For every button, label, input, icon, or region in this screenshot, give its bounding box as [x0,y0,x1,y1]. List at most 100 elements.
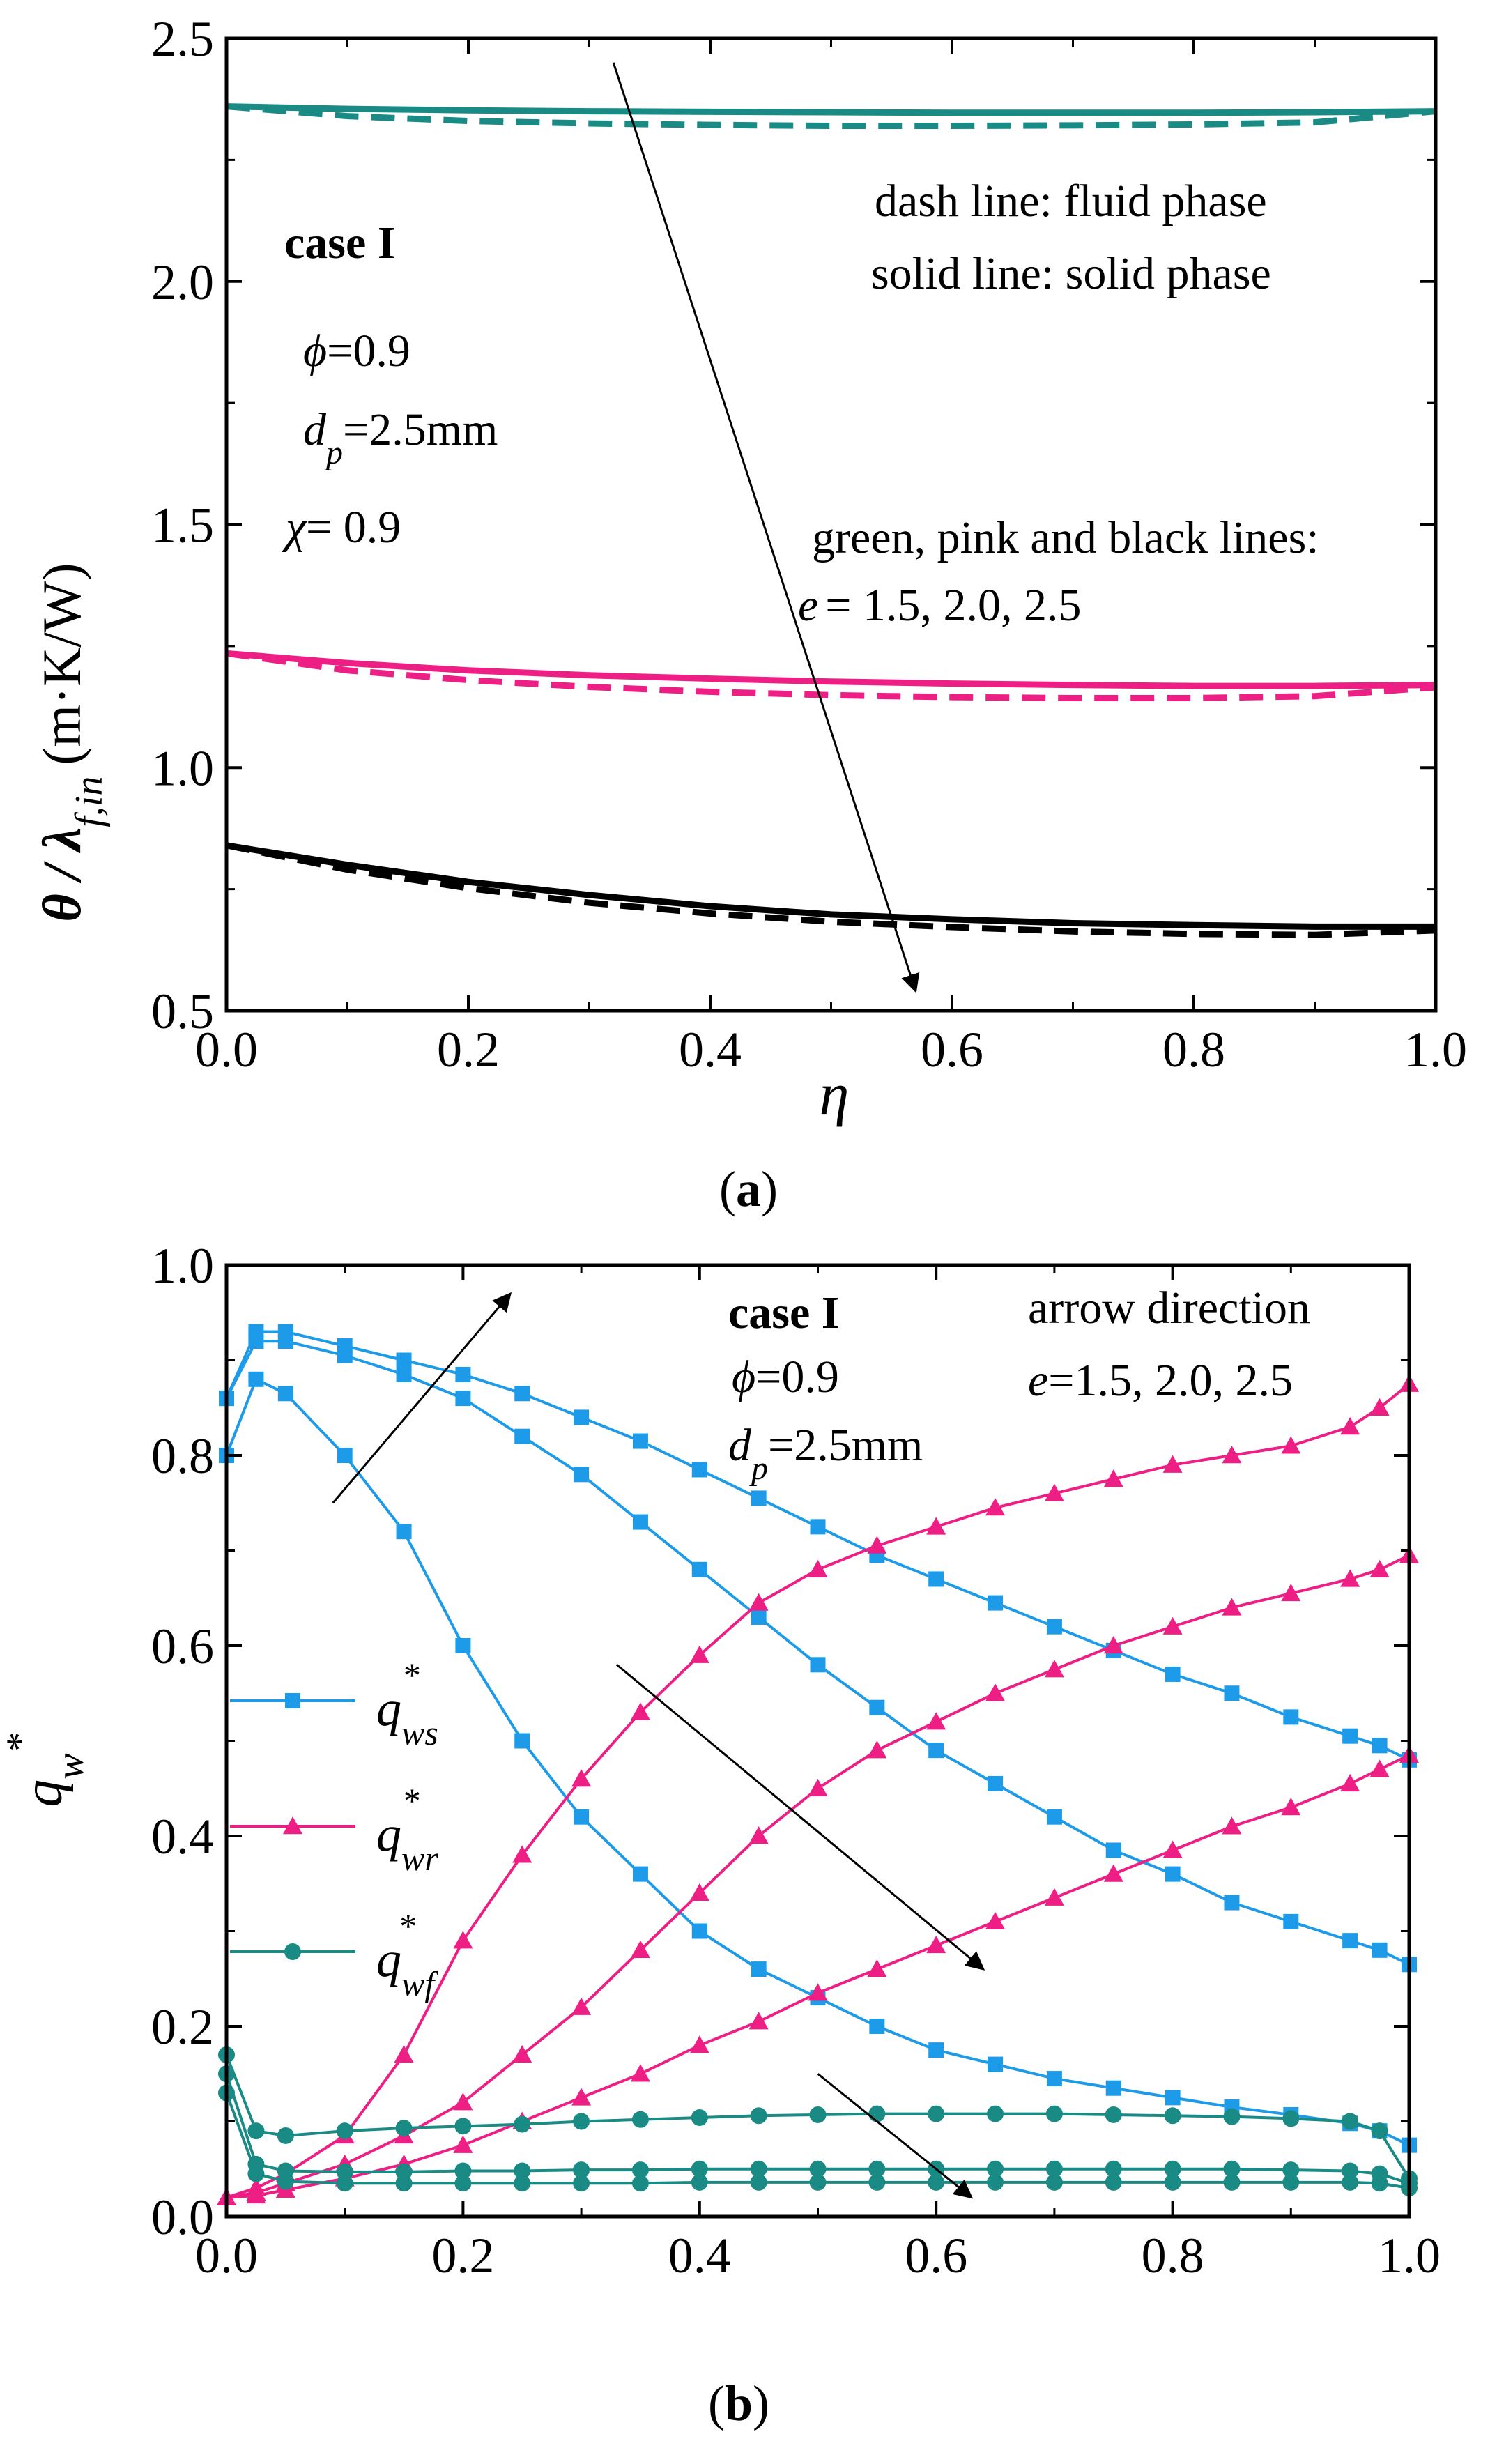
legend-subscript: wf [401,1964,438,2003]
legend-marker [284,1943,301,1960]
data-point [985,1911,1006,1930]
data-point [867,1536,887,1554]
data-point [691,2173,708,2191]
panel-a-phi-value: =0.9 [327,326,410,376]
data-point [514,2162,531,2180]
data-point [751,1490,767,1506]
data-point [277,2127,294,2144]
data-point [631,2111,649,2128]
data-point [1223,2108,1241,2125]
x-tick-label: 0.6 [905,2228,967,2283]
data-point [514,1733,530,1749]
data-point [1342,1728,1358,1744]
data-point [926,1517,946,1535]
panel-b-phi-value: =0.9 [755,1352,839,1402]
data-point [810,1657,826,1673]
legend-marker [285,1693,300,1708]
panel-a-solid-note: solid line: solid phase [871,248,1271,299]
legend-label: qwr * [376,1781,438,1878]
data-point [395,2175,413,2192]
data-point [985,1498,1006,1516]
panel-a-phi-label: ϕ=0.9 [303,326,410,376]
data-point [1224,1895,1240,1911]
data-point [750,2160,767,2178]
data-point [573,2113,590,2130]
data-point [1165,1866,1181,1882]
data-point [748,2012,769,2030]
data-point [1282,2173,1300,2191]
panel-b-y-superscript: * [0,1734,42,1753]
panel-a-chi-label: χ= 0.9 [282,502,401,553]
data-point [574,1467,590,1483]
data-point [809,2106,827,2123]
x-tick-label: 0.4 [668,2228,731,2283]
series-line [226,103,1436,116]
data-point [1282,2110,1300,2127]
panel-b-y-symbol: q [13,1780,74,1807]
data-point [277,2173,294,2190]
x-tick-label: 0.0 [195,1022,258,1078]
data-point [1046,1619,1062,1635]
data-point [689,1645,709,1663]
data-point [748,1826,769,1844]
data-point [867,1959,887,1977]
panel-b-arrows [332,1292,985,2199]
y-tick-label: 0.6 [151,1619,214,1674]
panel-b-dp-label: dp=2.5mm [728,1420,923,1487]
data-point [1283,1709,1299,1725]
data-point [868,2160,886,2178]
panel-a-e-note: e = 1.5, 2.0, 2.5 [798,580,1082,631]
panel-b: 0.0 0.2 0.4 0.6 0.8 1.00.00.20.40.60.81.0 qw*… [0,1238,1441,2431]
panel-a: 0.0 0.2 0.4 0.6 0.8 1.0 0.5 1.0 1.5 2.0 2.5 θ / λf… [31,11,1467,1217]
data-point [1164,2160,1181,2178]
y-tick-label: 0.0 [151,2189,214,2245]
data-point [1162,1455,1183,1473]
legend-subscript: ws [401,1713,438,1752]
data-point [928,1743,944,1759]
data-point [246,2185,266,2204]
legend-subscript: wr [401,1839,438,1878]
data-point [395,2120,413,2137]
data-point [750,2107,767,2125]
panel-b-series [217,1324,1419,2205]
data-point [630,2064,650,2082]
data-point [928,2105,945,2122]
legend-superscript: * [399,1906,417,1945]
data-point [809,2173,827,2191]
data-point [248,1371,264,1387]
panel-b-y-axis-label: qw * [0,1734,92,1807]
legend-symbol: q [376,1681,401,1736]
data-point [1282,2161,1300,2179]
data-point [748,1593,769,1611]
data-point [571,2088,592,2106]
series-line [226,650,1436,702]
data-point [1103,1636,1123,1654]
data-point [691,1923,707,1939]
series-line [226,842,1436,930]
data-point [455,1391,471,1407]
x-tick-label: 0.8 [1162,1022,1225,1078]
panel-b-letter: b [725,2375,753,2431]
data-point [1044,1483,1064,1501]
y-tick-label: 0.8 [151,1428,214,1484]
data-point [987,2160,1004,2178]
data-point [512,1845,532,1863]
data-point [453,2092,473,2111]
data-point [632,1514,648,1530]
data-point [1281,1436,1301,1454]
data-point [632,1866,648,1882]
x-tick-label: 0.8 [1142,2228,1204,2283]
chi-symbol: χ [282,502,307,553]
panel-b-dp-value: =2.5mm [768,1420,923,1471]
data-point [574,1809,590,1825]
trend-arrow [612,62,920,993]
data-point [1369,1398,1390,1416]
data-point [808,1983,828,2001]
data-point [571,1769,592,1787]
panel-b-e-values: =1.5, 2.0, 2.5 [1048,1355,1293,1406]
x-tick-label: 0.4 [679,1022,742,1078]
panel-b-phi-label: ϕ=0.9 [732,1352,839,1402]
data-point [809,2160,827,2178]
panel-b-label: (b) [708,2375,769,2431]
data-point [1371,2175,1388,2192]
